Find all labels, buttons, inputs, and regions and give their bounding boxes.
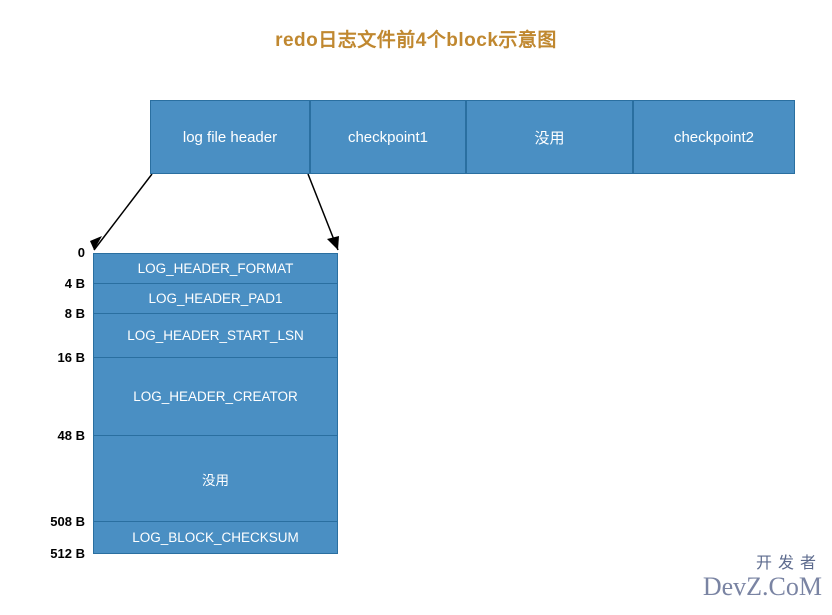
expansion-arrows <box>80 174 380 259</box>
header-field: LOG_HEADER_CREATOR <box>93 358 338 436</box>
watermark-en: DevZ.CoM <box>703 574 822 600</box>
header-field: LOG_BLOCK_CHECKSUM <box>93 522 338 554</box>
byte-offset-label: 508 B <box>50 514 85 529</box>
header-field: LOG_HEADER_PAD1 <box>93 284 338 314</box>
byte-offset-label: 8 B <box>65 306 85 321</box>
byte-offset-label: 16 B <box>58 350 85 365</box>
byte-offset-label: 512 B <box>50 546 85 561</box>
watermark-cn: 开发者 <box>703 556 822 572</box>
top-blocks-row: log file header checkpoint1 没用 checkpoin… <box>150 100 795 174</box>
byte-offset-label: 48 B <box>58 428 85 443</box>
watermark: 开发者 DevZ.CoM <box>703 556 822 600</box>
top-block-log-file-header: log file header <box>150 100 310 174</box>
header-fields-stack: LOG_HEADER_FORMATLOG_HEADER_PAD1LOG_HEAD… <box>93 253 338 554</box>
header-field: LOG_HEADER_START_LSN <box>93 314 338 358</box>
diagram-title: redo日志文件前4个block示意图 <box>0 0 832 52</box>
header-field: LOG_HEADER_FORMAT <box>93 253 338 284</box>
top-block-checkpoint2: checkpoint2 <box>633 100 795 174</box>
header-field: 没用 <box>93 436 338 522</box>
byte-offset-label: 0 <box>78 245 85 260</box>
detail-stack-wrap: 04 B8 B16 B48 B508 B512 B LOG_HEADER_FOR… <box>35 253 338 554</box>
byte-offsets: 04 B8 B16 B48 B508 B512 B <box>35 253 93 554</box>
byte-offset-label: 4 B <box>65 276 85 291</box>
top-block-unused: 没用 <box>466 100 633 174</box>
top-block-checkpoint1: checkpoint1 <box>310 100 466 174</box>
